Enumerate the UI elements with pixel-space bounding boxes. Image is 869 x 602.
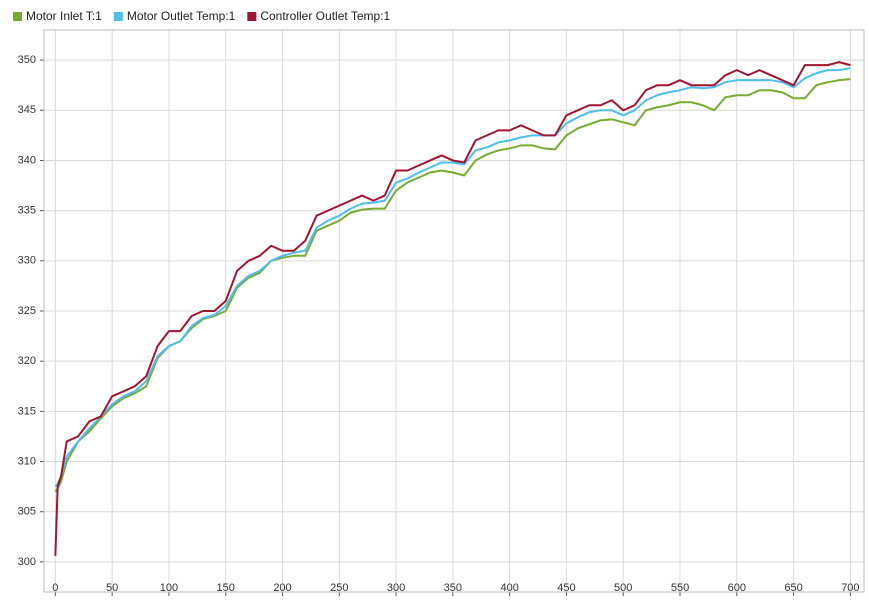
x-tick-label: 350 bbox=[444, 582, 462, 594]
legend-swatch bbox=[247, 12, 257, 21]
y-tick-label: 305 bbox=[18, 506, 36, 518]
series-layer bbox=[54, 61, 851, 556]
x-tick-label: 200 bbox=[273, 582, 291, 594]
y-tick-label: 335 bbox=[18, 205, 36, 217]
y-tick-label: 350 bbox=[18, 54, 36, 66]
x-tick-label: 600 bbox=[728, 582, 746, 594]
y-tick-label: 310 bbox=[18, 455, 36, 467]
y-tick-label: 300 bbox=[18, 556, 36, 568]
x-tick-label: 400 bbox=[500, 582, 518, 594]
legend-label: Controller Outlet Temp:1 bbox=[260, 9, 390, 23]
series-line bbox=[54, 61, 851, 556]
x-tick-label: 700 bbox=[841, 582, 859, 594]
legend-label: Motor Outlet Temp:1 bbox=[127, 9, 236, 23]
y-tick-label: 320 bbox=[18, 355, 36, 367]
grid bbox=[40, 30, 864, 596]
x-tick-label: 0 bbox=[52, 582, 58, 594]
y-tick-label: 345 bbox=[18, 104, 36, 116]
x-tick-label: 150 bbox=[217, 582, 235, 594]
x-tick-label: 100 bbox=[160, 582, 178, 594]
plot-frame bbox=[43, 29, 865, 593]
legend-label: Motor Inlet T:1 bbox=[26, 9, 102, 23]
y-tick-label: 315 bbox=[18, 405, 36, 417]
series-line bbox=[54, 67, 851, 488]
y-tick-label: 325 bbox=[18, 305, 36, 317]
x-tick-label: 50 bbox=[106, 582, 118, 594]
x-tick-label: 450 bbox=[557, 582, 575, 594]
x-tick-label: 550 bbox=[671, 582, 689, 594]
x-tick-label: 250 bbox=[330, 582, 348, 594]
x-tick-label: 300 bbox=[387, 582, 405, 594]
y-tick-label: 330 bbox=[18, 255, 36, 267]
legend: Motor Inlet T:1 Motor Outlet Temp:1 Contro… bbox=[13, 9, 390, 23]
y-tick-label: 340 bbox=[18, 154, 36, 166]
x-tick-label: 650 bbox=[784, 582, 802, 594]
legend-swatch bbox=[13, 12, 22, 21]
x-tick-label: 500 bbox=[614, 582, 632, 594]
legend-swatch bbox=[113, 12, 123, 21]
